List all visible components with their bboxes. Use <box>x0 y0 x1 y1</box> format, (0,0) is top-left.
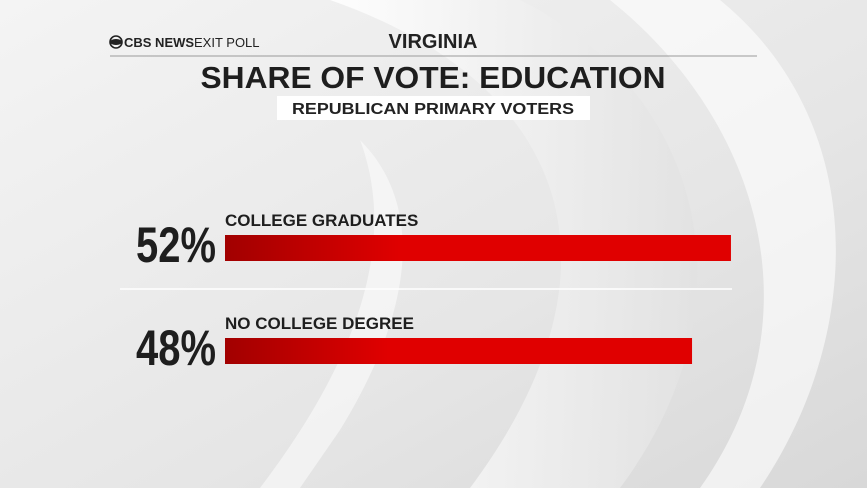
brand-product: EXIT POLL <box>194 35 260 50</box>
value-label: 52% <box>136 217 216 273</box>
category-label: NO COLLEGE DEGREE <box>225 314 414 333</box>
chart-subtitle: REPUBLICAN PRIMARY VOTERS <box>292 101 574 118</box>
background-swoosh <box>330 0 698 488</box>
brand-logo <box>109 35 123 49</box>
background-swoosh <box>260 140 403 488</box>
background-swoosh <box>610 0 836 488</box>
brand-network: CBS NEWS <box>124 35 194 50</box>
state-label: VIRGINIA <box>389 31 478 53</box>
bar-shade <box>225 338 693 364</box>
bar-shade <box>225 235 731 261</box>
subtitle-box <box>277 96 590 120</box>
chart-title: SHARE OF VOTE: EDUCATION <box>201 60 666 95</box>
value-label: 48% <box>136 320 216 376</box>
category-label: COLLEGE GRADUATES <box>225 211 418 230</box>
